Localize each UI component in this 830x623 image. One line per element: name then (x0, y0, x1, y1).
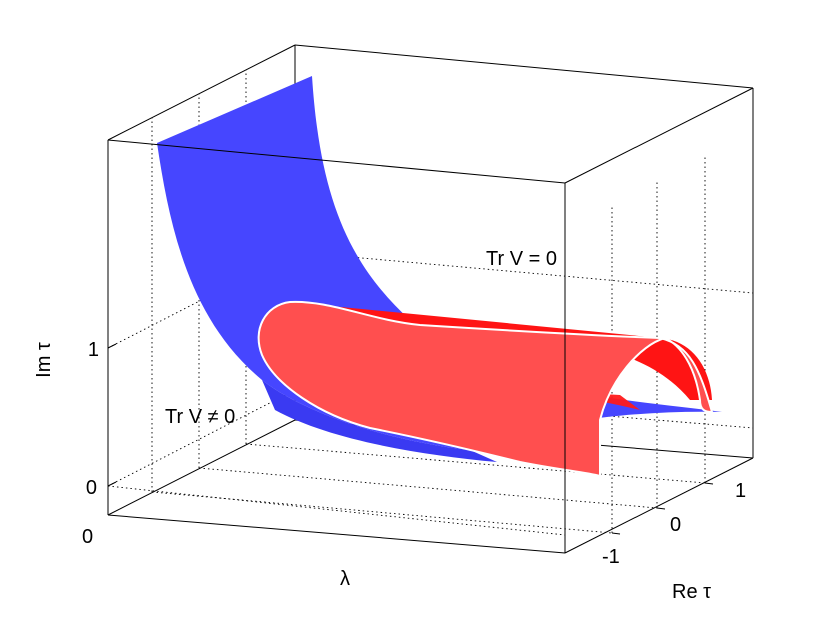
grid-floor-re1 (151, 491, 613, 534)
ticks (107, 343, 714, 535)
annotation-trv-nonzero: Tr V ≠ 0 (165, 406, 235, 428)
tick-z0 (107, 481, 117, 487)
grid-z1-back (294, 251, 754, 294)
tick-label-x0: 0 (82, 526, 93, 548)
grid-z0-left (107, 389, 296, 487)
grid-floor-re-1 (245, 443, 706, 484)
box-edge-front-bottom (107, 514, 566, 554)
grid-z0-front (107, 485, 566, 536)
tick-label-re0: 0 (670, 514, 681, 536)
box-edge-floor-left (107, 419, 296, 516)
axis-label-re-tau: Re τ (672, 581, 711, 603)
tick-z1 (107, 343, 117, 349)
surface-trv-zero (257, 300, 714, 478)
axis-label-lambda: λ (340, 568, 350, 590)
grid-floor-re0 (198, 467, 658, 509)
box-edge-floor-right (564, 457, 754, 554)
tick-label-z1: 1 (88, 339, 99, 361)
tick-label-z0: 0 (86, 477, 97, 499)
axis-label-im-tau: Im τ (33, 342, 55, 378)
blue-sheet-lower (262, 380, 497, 462)
box-edge-back-top (294, 44, 754, 89)
tick-re-1 (704, 482, 714, 485)
tick-re0 (656, 507, 666, 510)
box-edge-top-left (107, 44, 296, 141)
box-edge-top-right (564, 87, 754, 184)
tick-re1 (611, 532, 621, 535)
box-edge-front-top (107, 139, 566, 184)
tick-label-re1: 1 (735, 480, 746, 502)
front-box (107, 87, 754, 554)
tick-label-re-1: -1 (602, 546, 620, 568)
annotation-trv-zero: Tr V = 0 (486, 248, 557, 270)
red-arch-front (257, 300, 714, 478)
